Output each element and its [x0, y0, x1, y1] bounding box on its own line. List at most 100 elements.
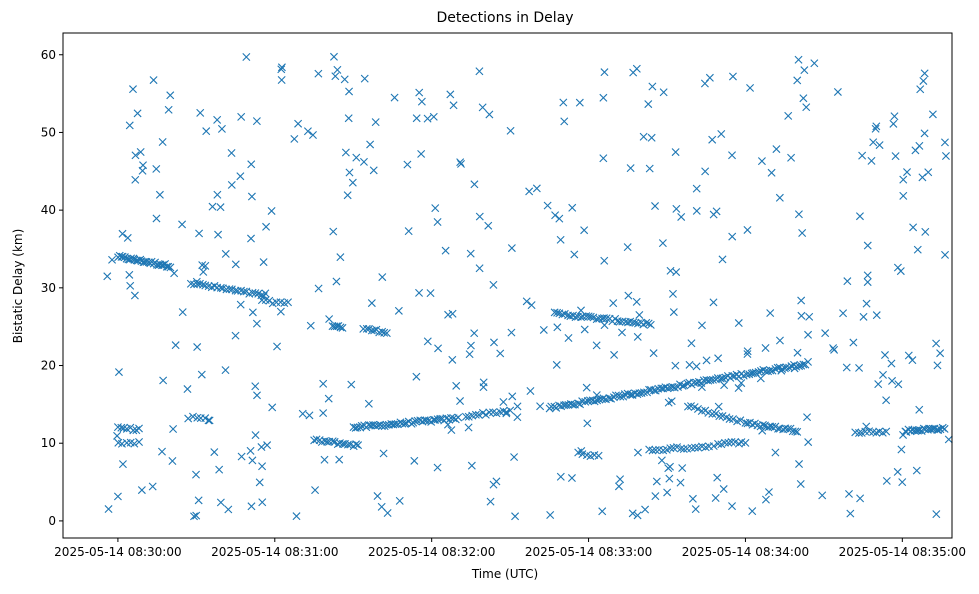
- data-point-marker: [719, 485, 728, 494]
- y-tick-label: 30: [41, 281, 56, 295]
- data-point-marker: [118, 229, 127, 238]
- data-point-marker: [377, 422, 386, 431]
- data-point-marker: [639, 388, 648, 397]
- data-point-marker: [810, 59, 819, 68]
- data-point-marker: [343, 191, 352, 200]
- data-point-marker: [263, 441, 272, 450]
- data-point-marker: [577, 447, 586, 456]
- data-point-marker: [513, 402, 522, 411]
- x-tick-label: 2025-05-14 08:35:00: [839, 545, 966, 559]
- data-point-marker: [645, 164, 654, 173]
- data-point-marker: [671, 361, 680, 370]
- data-point-marker: [377, 502, 386, 511]
- data-point-marker: [298, 409, 307, 418]
- data-point-marker: [259, 258, 268, 267]
- data-point-marker: [676, 478, 685, 487]
- data-point-marker: [555, 214, 564, 223]
- data-point-marker: [475, 264, 484, 273]
- data-point-marker: [651, 446, 660, 455]
- data-point-marker: [648, 82, 657, 91]
- data-point-marker: [446, 413, 455, 422]
- data-point-marker: [711, 494, 720, 503]
- data-point-marker: [590, 397, 599, 406]
- data-point-marker: [912, 466, 921, 475]
- data-point-marker: [708, 409, 717, 418]
- data-point-marker: [586, 312, 595, 321]
- data-point-marker: [478, 103, 487, 112]
- data-point-marker: [756, 374, 765, 383]
- data-point-marker: [629, 318, 638, 327]
- data-point-marker: [359, 157, 368, 166]
- data-point-marker: [446, 90, 455, 99]
- data-point-marker: [677, 212, 686, 221]
- data-point-marker: [319, 409, 328, 418]
- data-point-marker: [567, 474, 576, 483]
- data-point-marker: [564, 334, 573, 342]
- data-point-marker: [626, 390, 635, 399]
- data-point-marker: [231, 331, 240, 340]
- data-point-marker: [475, 67, 484, 76]
- data-point-marker: [551, 211, 560, 220]
- data-point-marker: [205, 416, 214, 425]
- data-point-marker: [489, 338, 498, 347]
- data-point-marker: [882, 476, 891, 485]
- data-point-marker: [201, 261, 210, 270]
- data-point-marker: [129, 426, 138, 435]
- data-point-marker: [845, 489, 853, 498]
- data-point-marker: [303, 127, 312, 136]
- data-point-marker: [697, 406, 706, 415]
- data-point-marker: [899, 175, 908, 184]
- data-point-marker: [502, 409, 511, 418]
- data-point-marker: [448, 309, 457, 318]
- data-point-marker: [118, 460, 127, 469]
- data-point-marker: [383, 508, 392, 517]
- data-point-marker: [592, 341, 601, 350]
- data-point-marker: [610, 350, 619, 359]
- data-point-marker: [466, 249, 475, 258]
- data-point-marker: [713, 473, 722, 482]
- data-point-marker: [743, 350, 752, 359]
- data-point-marker: [818, 491, 827, 500]
- data-point-marker: [192, 511, 201, 520]
- data-point-marker: [600, 321, 609, 330]
- data-point-marker: [208, 202, 217, 211]
- data-point-marker: [761, 343, 770, 352]
- data-point-marker: [382, 329, 391, 338]
- data-point-marker: [709, 298, 718, 307]
- data-point-marker: [126, 281, 135, 290]
- data-point-marker: [436, 414, 445, 423]
- data-point-marker: [924, 168, 933, 177]
- data-point-marker: [152, 214, 161, 223]
- data-point-marker: [221, 249, 230, 258]
- y-tick-label: 10: [41, 436, 56, 450]
- data-point-marker: [659, 88, 668, 97]
- data-point-marker: [692, 206, 701, 215]
- data-point-marker: [936, 349, 945, 358]
- data-point-marker: [130, 439, 139, 448]
- data-point-marker: [623, 243, 632, 252]
- data-point-marker: [331, 72, 340, 81]
- data-point-marker: [580, 226, 589, 235]
- data-point-marker: [843, 277, 852, 286]
- data-point-marker: [284, 298, 293, 307]
- data-point-marker: [125, 270, 134, 279]
- data-point-marker: [784, 111, 793, 120]
- data-point-marker: [117, 439, 126, 448]
- data-point-marker: [667, 397, 676, 406]
- data-point-marker: [227, 149, 236, 157]
- data-point-marker: [464, 423, 473, 432]
- data-point-marker: [441, 246, 450, 255]
- data-point-marker: [694, 377, 703, 386]
- data-point-marker: [691, 505, 700, 514]
- data-point-marker: [582, 383, 591, 392]
- data-point-marker: [849, 338, 858, 347]
- data-point-marker: [768, 422, 777, 431]
- data-point-marker: [568, 203, 577, 212]
- data-point-marker: [714, 354, 723, 363]
- data-point-marker: [447, 426, 456, 435]
- data-point-marker: [158, 138, 167, 147]
- data-point-marker: [348, 178, 357, 187]
- data-point-marker: [108, 255, 117, 264]
- data-point-marker: [357, 421, 366, 430]
- data-point-marker: [804, 438, 813, 447]
